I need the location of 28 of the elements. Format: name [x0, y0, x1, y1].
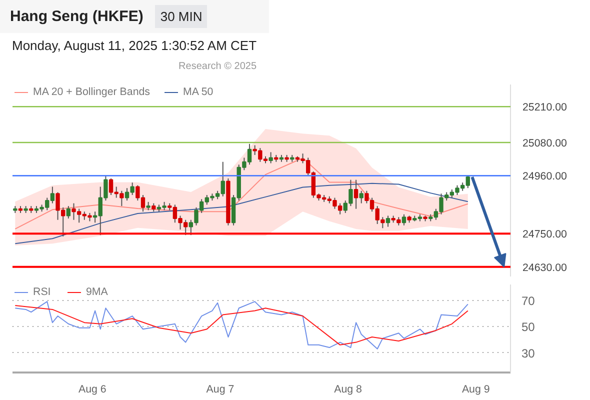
candlestick [359, 190, 364, 204]
candlestick [354, 179, 358, 210]
text: Monday, August 11, 2025 1:30:52 AM CET [11, 37, 258, 56]
candlestick [268, 152, 273, 164]
y-tick-label: 70 [522, 294, 536, 308]
line-series [14, 157, 468, 230]
y-tick-label: 24960.00 [522, 170, 568, 183]
y-tick-label: 30 [522, 346, 536, 360]
y-tick-label: 25080.00 [522, 138, 568, 150]
y-tick-label: 25210.00 [522, 102, 568, 114]
candlestick [402, 214, 406, 226]
candlestick [386, 215, 390, 228]
legend-label: RSI [33, 286, 52, 298]
candlestick [66, 206, 71, 219]
y-tick-label: 24750.00 [522, 228, 568, 241]
x-tick-label: Aug 7 [206, 384, 234, 396]
legend-label: MA 20 + Bollinger Bands [33, 86, 150, 98]
chart-subtitle: 30 MIN [155, 5, 208, 28]
y-tick-label: 24630.00 [522, 262, 568, 274]
legend-label: 9MA [86, 286, 108, 298]
line-series [14, 182, 468, 244]
x-tick-label: Aug 6 [78, 384, 106, 396]
y-tick-label: 50 [522, 320, 536, 334]
x-tick-label: Aug 8 [334, 384, 362, 396]
text: Research © 2025 [178, 60, 258, 74]
chart-title: Hang Seng (HKFE) [10, 8, 144, 25]
x-tick-label: Aug 9 [462, 384, 490, 396]
legend-label: MA 50 [183, 86, 214, 98]
